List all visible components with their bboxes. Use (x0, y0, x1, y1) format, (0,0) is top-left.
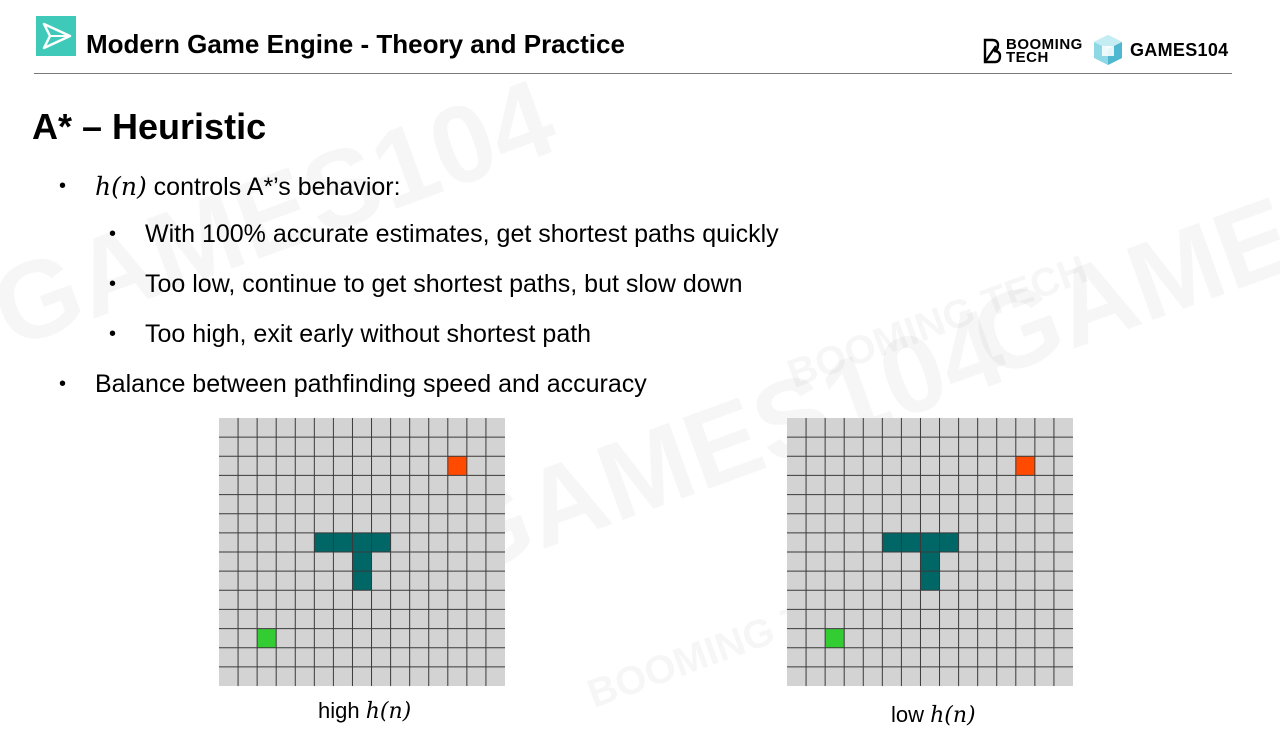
watermark: GAMES104 (956, 83, 1280, 403)
brand-left-line1: BOOMING (1006, 36, 1083, 53)
goal-cell (1015, 456, 1035, 476)
figure-caption-high: high h(n) (318, 698, 411, 724)
bullet-item: • h(n) controls A*’s behavior: (59, 172, 401, 202)
slide-title: A* – Heuristic (32, 106, 267, 147)
obstacle-cell (920, 571, 940, 591)
figure-caption-low: low h(n) (891, 702, 976, 728)
bullet-text: Too high, exit early without shortest pa… (145, 320, 592, 348)
grid-graphic (787, 418, 1073, 686)
start-cell (257, 628, 277, 648)
bullet-glyph: • (109, 273, 117, 295)
games104-cube-icon (1094, 35, 1122, 65)
brand-right: GAMES104 (1130, 39, 1229, 60)
obstacle-cell (352, 532, 372, 552)
obstacle-cell (333, 532, 353, 552)
start-cell (825, 628, 845, 648)
bullet-glyph: • (59, 175, 67, 197)
sub-bullet-item: • Too low, continue to get shortest path… (109, 270, 743, 299)
booming-tech-mark-icon (983, 38, 1002, 64)
course-logo-icon (36, 16, 76, 56)
obstacle-cell (314, 532, 334, 552)
obstacle-cell (352, 571, 372, 591)
caption-math: h(n) (930, 703, 976, 728)
obstacle-cell (939, 532, 959, 552)
bullet-text: With 100% accurate estimates, get shorte… (145, 220, 779, 248)
goal-cell (447, 456, 467, 476)
brand-left-line2: TECH (1006, 49, 1049, 66)
bullet-text: Balance between pathfinding speed and ac… (95, 370, 647, 398)
sub-bullet-item: • Too high, exit early without shortest … (109, 320, 592, 349)
pathfinding-grid-high (219, 418, 505, 686)
bullet-text: controls A*’s behavior: (146, 173, 401, 201)
obstacle-cell (901, 532, 921, 552)
games104-logo: GAMES104 (1093, 34, 1228, 66)
obstacle-cell (920, 532, 940, 552)
obstacle-cell (920, 552, 940, 572)
bullet-math: h(n) (95, 172, 147, 201)
bullet-glyph: • (109, 223, 117, 245)
bullet-glyph: • (109, 323, 117, 345)
watermark: BOOMING TECH (782, 247, 1094, 397)
obstacle-cell (371, 532, 391, 552)
caption-prefix: low (891, 702, 931, 727)
pathfinding-grid-low (787, 418, 1073, 686)
grid-graphic (219, 418, 505, 686)
caption-prefix: high (318, 698, 366, 723)
booming-tech-logo: BOOMING TECH (982, 36, 1083, 66)
header-divider (34, 73, 1232, 74)
obstacle-cell (882, 532, 902, 552)
bullet-item: • Balance between pathfinding speed and … (59, 370, 647, 399)
header-title: Modern Game Engine - Theory and Practice (86, 29, 625, 59)
bullet-glyph: • (59, 373, 67, 395)
caption-math: h(n) (365, 699, 412, 724)
bullet-text: Too low, continue to get shortest paths,… (145, 270, 743, 298)
obstacle-cell (352, 552, 372, 572)
sub-bullet-item: • With 100% accurate estimates, get shor… (109, 220, 779, 249)
